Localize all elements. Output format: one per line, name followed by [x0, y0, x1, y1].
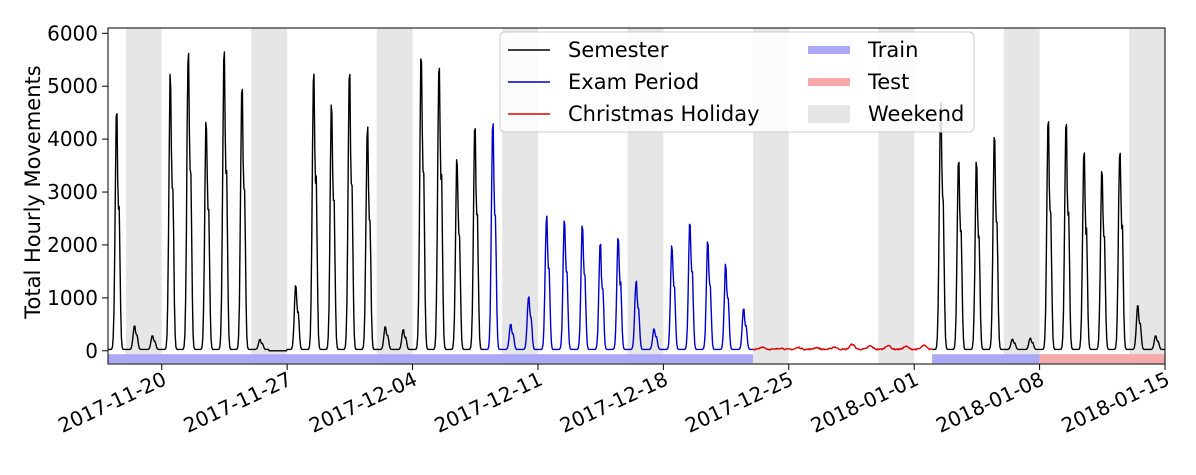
x-tick-label: 2017-11-20	[54, 367, 169, 438]
y-axis-ticks: 0 1000 2000 3000 4000 5000 6000	[47, 21, 108, 363]
train-band-1	[932, 354, 1040, 364]
y-tick-label: 5000	[47, 74, 98, 98]
x-tick-label: 2017-12-25	[681, 367, 796, 438]
x-tick-label: 2017-11-27	[180, 367, 295, 438]
train-band-0	[108, 354, 753, 364]
y-tick-label: 1000	[47, 286, 98, 310]
x-tick-label: 2018-01-15	[1058, 367, 1173, 438]
x-tick-label: 2017-12-04	[305, 367, 420, 438]
legend-label-exam-period: Exam Period	[568, 70, 699, 94]
weekend-shade-0	[125, 28, 162, 364]
plot-frame	[107, 27, 1166, 365]
y-tick-label: 6000	[47, 21, 98, 45]
weekend-shade-2	[376, 28, 413, 364]
y-tick-label: 2000	[47, 233, 98, 257]
legend-box	[499, 31, 975, 133]
y-tick-label: 4000	[47, 127, 98, 151]
legend-swatch-weekend	[808, 105, 850, 123]
weekend-shade-7	[1003, 28, 1040, 364]
series-line-semester-3	[932, 101, 1165, 351]
legend-swatch-test	[808, 78, 850, 86]
series-line-christmas-holiday-2	[752, 343, 933, 351]
y-tick-label: 0	[85, 339, 98, 363]
weekend-shade-1	[251, 28, 288, 364]
x-axis-ticks: 2017-11-20 2017-11-27 2017-12-04 2017-12-11…	[54, 364, 1173, 438]
series-line-exam-period-1	[484, 123, 753, 351]
legend-label-semester: Semester	[568, 38, 669, 62]
x-tick-label: 2018-01-01	[807, 367, 922, 438]
x-tick-label: 2018-01-08	[932, 367, 1047, 438]
legend-swatch-train	[808, 46, 850, 54]
x-tick-label: 2017-12-18	[556, 367, 671, 438]
series-lines	[108, 51, 1165, 352]
legend: Semester Exam Period Christmas Holiday Trai…	[499, 31, 975, 133]
test-band-2	[1039, 354, 1165, 364]
weekend-shade-8	[1129, 28, 1165, 364]
train-test-bands	[108, 354, 1165, 364]
series-line-semester-0	[108, 51, 485, 352]
x-tick-label: 2017-12-11	[431, 367, 546, 438]
y-tick-label: 3000	[47, 180, 98, 204]
legend-label-weekend: Weekend	[868, 102, 964, 126]
legend-label-test: Test	[867, 70, 909, 94]
y-axis-label: Total Hourly Movements	[21, 65, 45, 319]
legend-label-train: Train	[867, 38, 918, 62]
legend-label-christmas-holiday: Christmas Holiday	[568, 102, 760, 126]
